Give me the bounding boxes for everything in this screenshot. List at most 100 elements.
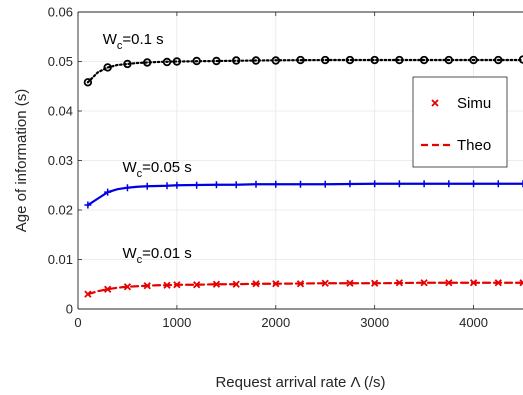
series-1-simu-point: [469, 55, 478, 65]
series-3-simu-point: [252, 280, 260, 288]
series-2-simu-point: [371, 180, 379, 188]
series-1-simu-point: [123, 59, 132, 69]
x-tick-label: 3000: [360, 315, 389, 330]
series-3: [84, 279, 523, 298]
x-tick-label: 1000: [162, 315, 191, 330]
curve-label-subscript: c: [137, 168, 143, 180]
series-1-simu-point: [251, 56, 261, 65]
y-tick-label: 0.04: [48, 104, 73, 119]
series-2-simu-point: [470, 180, 478, 188]
curve-label-1: Wc=0.1 s: [103, 31, 164, 52]
series-2-simu-point: [494, 180, 502, 188]
curve-label-subscript: c: [117, 40, 123, 52]
curve-label-main: W: [123, 245, 138, 262]
series-3-simu-point: [272, 280, 280, 288]
series-1-simu-point: [345, 55, 355, 65]
series-3-simu-point: [123, 283, 132, 291]
series-2-simu-point: [212, 181, 220, 189]
axes: [77, 11, 523, 310]
series-3-simu-point: [371, 279, 379, 287]
series-1-simu-point: [192, 56, 201, 66]
series-2-theo-line: [86, 182, 523, 207]
series-1-simu-point: [370, 55, 379, 65]
x-tick-label: 4000: [459, 315, 488, 330]
x-axis-label: Request arrival rate Λ (/s): [215, 374, 385, 391]
x-tick-label: 2000: [261, 315, 290, 330]
series-3-simu-point: [143, 282, 151, 290]
series-2-simu-point: [232, 181, 240, 189]
series-2-simu-point: [445, 180, 453, 188]
legend-label: Simu: [457, 95, 491, 112]
curve-label-value: =0.05 s: [142, 159, 192, 176]
series-3-simu-point: [395, 279, 404, 287]
series-3-simu-point: [469, 279, 478, 287]
series-3-simu-point: [445, 279, 453, 287]
series-3-theo-line: [86, 281, 523, 296]
series-3-simu-point: [232, 280, 240, 288]
series-2-simu-point: [104, 188, 112, 196]
series-1: [83, 55, 523, 87]
y-tick-label: 0.06: [48, 5, 73, 20]
series-1-simu-point: [232, 56, 241, 65]
curve-label-3: Wc=0.01 s: [123, 245, 192, 266]
series-1-simu-point: [321, 55, 330, 65]
curve-label-value: =0.01 s: [142, 245, 192, 262]
legend: Simu Theo: [412, 76, 508, 168]
series-1-simu-point: [212, 56, 221, 66]
series-1-simu-point: [518, 55, 523, 64]
curve-label-value: =0.1 s: [122, 31, 163, 48]
series-2-simu-point: [420, 180, 428, 188]
series-3-simu-point: [519, 279, 523, 287]
series-2: [84, 180, 523, 209]
series-2-simu-point: [163, 182, 171, 190]
curve-annotations: Wc=0.1 sWc=0.05 sWc=0.01 s: [103, 31, 192, 266]
series-1-simu-point: [444, 55, 454, 65]
series-2-simu-point: [123, 184, 131, 192]
series-3-simu-point: [494, 279, 502, 287]
series-1-simu-point: [103, 63, 112, 72]
legend-simu-marker: [431, 99, 439, 107]
series-3-simu-point: [173, 281, 181, 289]
series-3-simu-point: [346, 279, 354, 287]
series-2-simu-point: [519, 180, 523, 188]
y-tick-label: 0.03: [48, 153, 73, 168]
series-3-simu-point: [163, 281, 171, 289]
series-2-simu-point: [173, 181, 181, 189]
series-3-simu-point: [104, 285, 112, 293]
series-2-simu-point: [193, 181, 201, 189]
series-1-simu-point: [83, 78, 93, 87]
y-tick-label: 0.05: [48, 54, 73, 69]
series-1-simu-point: [143, 58, 152, 67]
curve-label-main: W: [123, 159, 138, 176]
x-tick-label: 0: [74, 315, 81, 330]
series-2-simu-point: [395, 180, 403, 188]
y-axis-label: Age of information (s): [13, 89, 30, 232]
y-tick-label: 0.01: [48, 252, 73, 267]
series-2-simu-point: [252, 180, 260, 188]
series-1-simu-point: [419, 55, 429, 65]
series-2-simu-point: [346, 180, 354, 188]
legend-label: Theo: [457, 137, 491, 154]
y-tick-label: 0: [66, 302, 73, 317]
series-3-simu-point: [193, 281, 201, 289]
series-3-simu-point: [321, 279, 329, 287]
series-1-simu-point: [494, 55, 503, 65]
series-1-simu-point: [172, 57, 182, 66]
series-2-simu-point: [321, 180, 329, 188]
series-3-simu-point: [84, 290, 92, 298]
y-tick-label: 0.02: [48, 203, 73, 218]
curve-label-2: Wc=0.05 s: [123, 159, 192, 180]
series-2-simu-point: [143, 182, 151, 190]
series-3-simu-point: [420, 279, 428, 287]
series-layer: [83, 55, 523, 298]
series-1-simu-point: [162, 57, 172, 67]
series-2-simu-point: [297, 180, 304, 188]
series-1-simu-point: [271, 56, 280, 65]
series-2-simu-point: [272, 180, 280, 188]
curve-label-subscript: c: [137, 254, 143, 266]
curve-label-main: W: [103, 31, 118, 48]
series-3-simu-point: [296, 280, 305, 288]
legend-box: [412, 76, 508, 168]
series-3-simu-point: [212, 280, 221, 288]
